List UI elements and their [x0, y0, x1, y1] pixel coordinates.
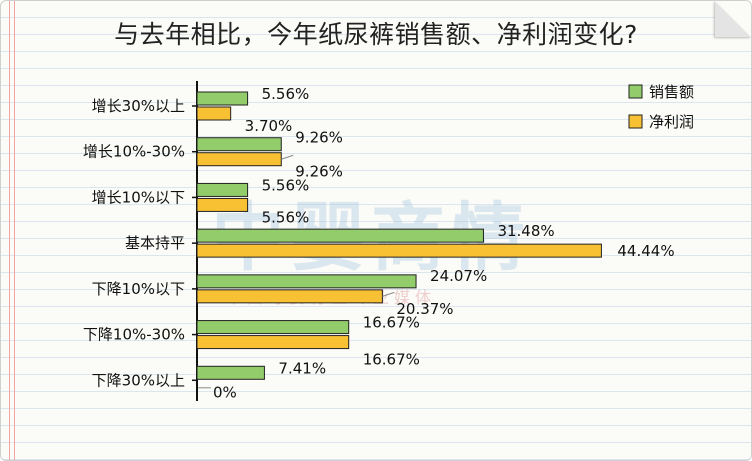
profit-bar — [196, 243, 602, 258]
label-leader-line — [281, 154, 294, 160]
sales-value-label: 16.67% — [363, 314, 420, 332]
category-label: 下降10%以下 — [92, 280, 185, 298]
label-leader-line — [382, 291, 395, 297]
profit-bar — [196, 152, 282, 167]
profit-bar — [196, 197, 249, 212]
sales-bar — [196, 274, 417, 289]
profit-value-label: 16.67% — [363, 351, 420, 369]
category-label: 下降30%以上 — [92, 371, 185, 389]
sales-bar — [196, 228, 484, 243]
profit-value-label: 20.37% — [396, 300, 453, 318]
profit-value-label: 44.44% — [617, 242, 674, 260]
sales-value-label: 24.07% — [430, 267, 487, 285]
sales-bar — [196, 137, 282, 152]
profit-bar — [196, 106, 232, 121]
legend-profit-swatch — [628, 114, 643, 129]
profit-bar — [196, 289, 383, 304]
page-curl — [715, 1, 751, 37]
sales-bar — [196, 320, 350, 335]
sales-bar — [196, 91, 249, 106]
chart-title: 与去年相比，今年纸尿裤销售额、净利润变化? — [114, 20, 638, 49]
notebook-margin-line — [14, 1, 15, 460]
sales-value-label: 5.56% — [262, 176, 310, 194]
sales-value-label: 7.41% — [278, 359, 326, 377]
category-label: 下降10%-30% — [83, 326, 185, 344]
profit-value-label: 0% — [213, 383, 237, 401]
profit-value-label: 3.70% — [245, 117, 293, 135]
sales-bar — [196, 365, 265, 380]
profit-value-label: 9.26% — [295, 163, 343, 181]
sales-value-label: 9.26% — [295, 129, 343, 147]
profit-bar — [196, 335, 350, 350]
category-label: 增长10%-30% — [83, 143, 185, 161]
legend-sales-swatch — [628, 84, 643, 99]
category-label: 增长30%以上 — [92, 97, 185, 115]
legend-profit-label: 净利润 — [649, 113, 694, 131]
category-label: 增长10%以下 — [92, 188, 185, 206]
category-label: 基本持平 — [125, 234, 185, 252]
sales-value-label: 5.56% — [262, 85, 310, 103]
legend-sales-label: 销售额 — [649, 83, 694, 101]
sales-bar — [196, 182, 249, 197]
notebook-margin-line — [9, 1, 10, 460]
profit-value-label: 5.56% — [262, 208, 310, 226]
sales-value-label: 31.48% — [497, 222, 554, 240]
